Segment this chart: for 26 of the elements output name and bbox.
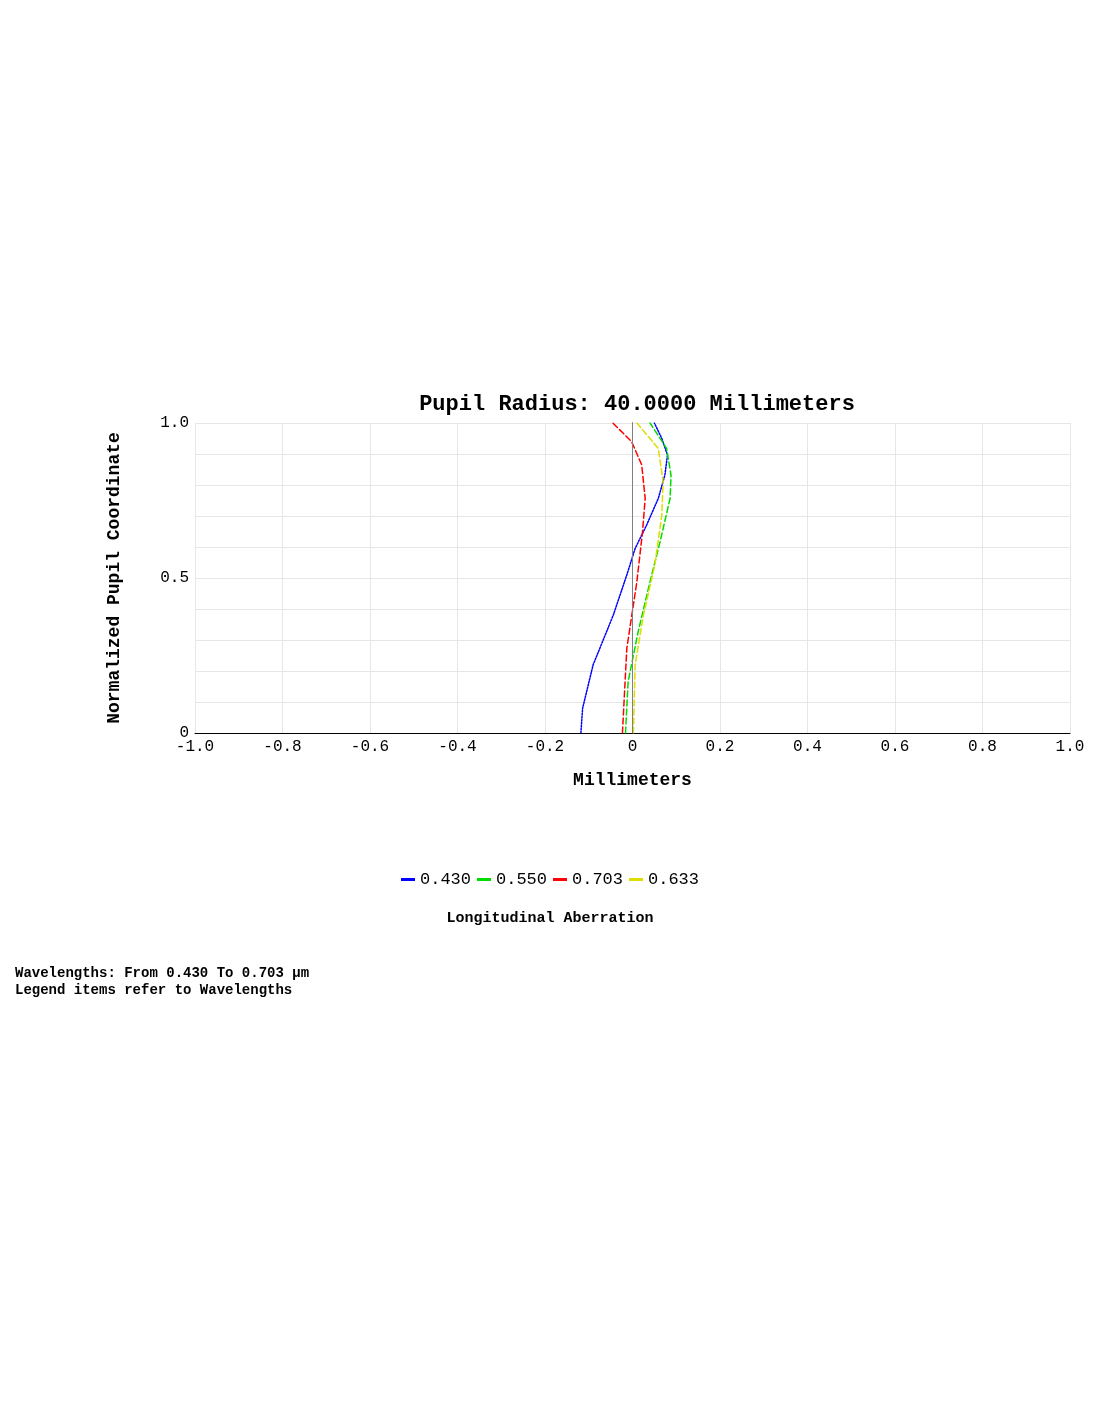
legend-label: 0.633 xyxy=(648,870,700,889)
x-tick-label: -0.6 xyxy=(350,738,390,756)
x-tick-label: -0.2 xyxy=(525,738,565,756)
legend-label: 0.703 xyxy=(572,870,624,889)
y-axis-title: Normalized Pupil Coordinate xyxy=(104,432,124,724)
line-series xyxy=(580,422,669,734)
y-tick-label: 1.0 xyxy=(160,414,189,432)
x-tick-label: 0 xyxy=(627,738,638,756)
line-series xyxy=(612,422,646,734)
x-tick-label: -0.8 xyxy=(263,738,302,756)
x-tick-label: 0.4 xyxy=(793,738,822,756)
x-tick-label: -0.4 xyxy=(438,738,477,756)
y-tick-label: 0.5 xyxy=(160,569,189,587)
text: Wavelengths: From 0.430 To 0.703 µm xyxy=(15,965,310,981)
chart-title: Pupil Radius: 40.0000 Millimeters xyxy=(419,391,855,417)
x-tick-label: 0.6 xyxy=(880,738,910,756)
line-series xyxy=(632,422,664,734)
legend-label: 0.550 xyxy=(495,870,548,889)
text: Legend items refer to Wavelengths xyxy=(15,982,293,998)
x-axis-title: Millimeters xyxy=(573,770,692,790)
x-tick-label: 0.2 xyxy=(705,738,735,756)
x-tick-label: 0.8 xyxy=(968,738,997,756)
line-series xyxy=(624,422,672,734)
x-tick-label: 1.0 xyxy=(1055,738,1085,756)
legend-label: 0.430 xyxy=(419,870,471,889)
text: Longitudinal Aberration xyxy=(446,910,654,927)
